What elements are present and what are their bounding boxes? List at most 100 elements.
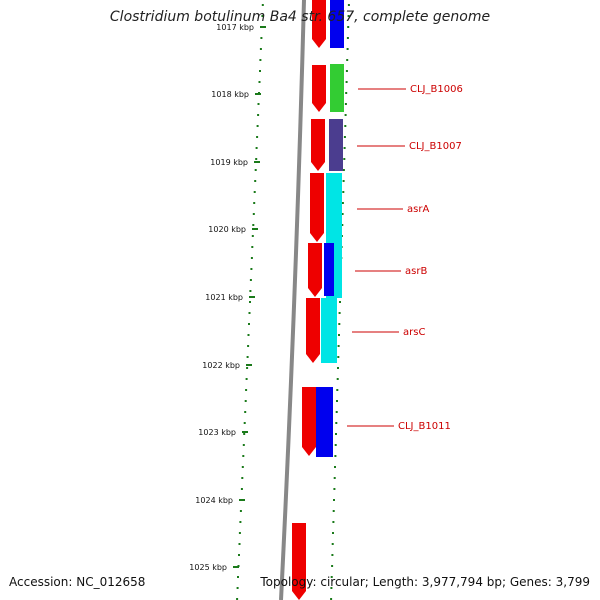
guide-dot bbox=[257, 114, 260, 116]
guide-dot bbox=[248, 312, 251, 314]
guide-dot bbox=[255, 147, 258, 149]
guide-dot bbox=[261, 4, 264, 6]
guide-dot bbox=[344, 114, 347, 116]
guide-dot bbox=[241, 466, 244, 468]
guide-dot bbox=[246, 356, 249, 358]
guide-dot bbox=[245, 389, 248, 391]
guide-dot bbox=[337, 356, 340, 358]
cds-arrow bbox=[308, 243, 322, 297]
guide-dot bbox=[236, 587, 239, 589]
gene-box bbox=[330, 64, 344, 112]
guide-dot bbox=[334, 455, 337, 457]
guide-dot bbox=[345, 70, 348, 72]
kbp-tick-label: 1021 kbp bbox=[205, 293, 243, 302]
guide-dot bbox=[254, 169, 257, 171]
guide-dot bbox=[347, 26, 350, 28]
guide-dot bbox=[244, 400, 247, 402]
guide-dot bbox=[336, 378, 339, 380]
guide-dot bbox=[331, 543, 334, 545]
guide-dot bbox=[347, 4, 350, 6]
guide-dot bbox=[238, 532, 241, 534]
guide-dot bbox=[247, 334, 250, 336]
guide-dot bbox=[251, 246, 254, 248]
guide-dot bbox=[345, 92, 348, 94]
guide-dot bbox=[243, 433, 246, 435]
guide-dot bbox=[249, 290, 252, 292]
guide-dot bbox=[346, 59, 349, 61]
guide-dot bbox=[247, 345, 250, 347]
kbp-tick-label: 1019 kbp bbox=[210, 158, 248, 167]
guide-dot bbox=[341, 202, 344, 204]
guide-dot bbox=[259, 70, 261, 72]
guide-dot bbox=[337, 345, 340, 347]
guide-dot bbox=[254, 180, 257, 182]
gene-label: asrA bbox=[407, 204, 429, 215]
guide-dot bbox=[243, 422, 246, 424]
guide-dot bbox=[333, 499, 335, 501]
guide-dot bbox=[343, 136, 346, 138]
guide-dot bbox=[242, 444, 245, 446]
guide-dot bbox=[344, 125, 347, 127]
guide-dot bbox=[339, 301, 341, 303]
kbp-tick-label: 1025 kbp bbox=[189, 563, 227, 572]
guide-dot bbox=[335, 411, 338, 413]
gene-label: CLJ_B1007 bbox=[409, 141, 462, 152]
cds-arrow bbox=[310, 173, 324, 242]
cds-arrow bbox=[312, 65, 326, 112]
guide-dot bbox=[332, 510, 335, 512]
guide-dot bbox=[256, 125, 259, 127]
guide-dot bbox=[346, 37, 349, 39]
kbp-tick-label: 1024 kbp bbox=[195, 496, 233, 505]
map-title: Clostridium botulinum Ba4 str. 657, comp… bbox=[109, 9, 491, 25]
guide-dot bbox=[259, 59, 262, 61]
gene-box bbox=[324, 243, 334, 296]
guide-dot bbox=[257, 103, 260, 105]
kbp-tick-label: 1022 kbp bbox=[202, 361, 240, 370]
gene-box bbox=[329, 119, 343, 171]
guide-dot bbox=[330, 587, 333, 589]
guide-dot bbox=[338, 312, 341, 314]
guide-dot bbox=[246, 367, 249, 369]
guide-dot bbox=[337, 367, 339, 369]
guide-dot bbox=[261, 15, 264, 17]
guide-dot bbox=[260, 37, 263, 39]
guide-dot bbox=[336, 400, 338, 402]
guide-dot bbox=[342, 191, 345, 193]
kbp-tick-label: 1020 kbp bbox=[208, 225, 246, 234]
guide-dot bbox=[330, 576, 333, 578]
guide-dot bbox=[344, 103, 347, 105]
guide-dot bbox=[252, 213, 255, 215]
gene-label: CLJ_B1006 bbox=[410, 84, 463, 95]
guide-dot bbox=[334, 466, 336, 468]
cds-arrow bbox=[311, 119, 325, 171]
guide-dot bbox=[333, 477, 336, 479]
guide-dot bbox=[332, 521, 335, 523]
guide-dot bbox=[330, 598, 333, 600]
guide-dot bbox=[237, 576, 239, 578]
guide-dot bbox=[347, 15, 350, 17]
guide-dot bbox=[341, 224, 344, 226]
kbp-tick-label: 1018 kbp bbox=[211, 90, 249, 99]
guide-dot bbox=[346, 48, 349, 50]
guide-dot bbox=[333, 488, 336, 490]
gene-label: arsC bbox=[403, 327, 425, 338]
genome-summary-text: Topology: circular; Length: 3,977,794 bp… bbox=[260, 575, 590, 589]
guide-dot bbox=[338, 323, 341, 325]
guide-dot bbox=[335, 422, 338, 424]
guide-dot bbox=[334, 444, 337, 446]
cds-arrow bbox=[312, 0, 326, 48]
guide-dot bbox=[236, 598, 239, 600]
guide-dot bbox=[250, 257, 253, 259]
guide-dot bbox=[239, 521, 242, 523]
guide-dot bbox=[336, 389, 339, 391]
guide-dot bbox=[242, 455, 245, 457]
guide-dot bbox=[255, 158, 258, 160]
guide-dot bbox=[253, 191, 256, 193]
guide-dot bbox=[259, 48, 262, 50]
gene-label: asrB bbox=[405, 266, 427, 277]
guide-dot bbox=[250, 268, 253, 270]
guide-dot bbox=[343, 158, 346, 160]
guide-dot bbox=[338, 334, 340, 336]
guide-dot bbox=[248, 323, 250, 325]
